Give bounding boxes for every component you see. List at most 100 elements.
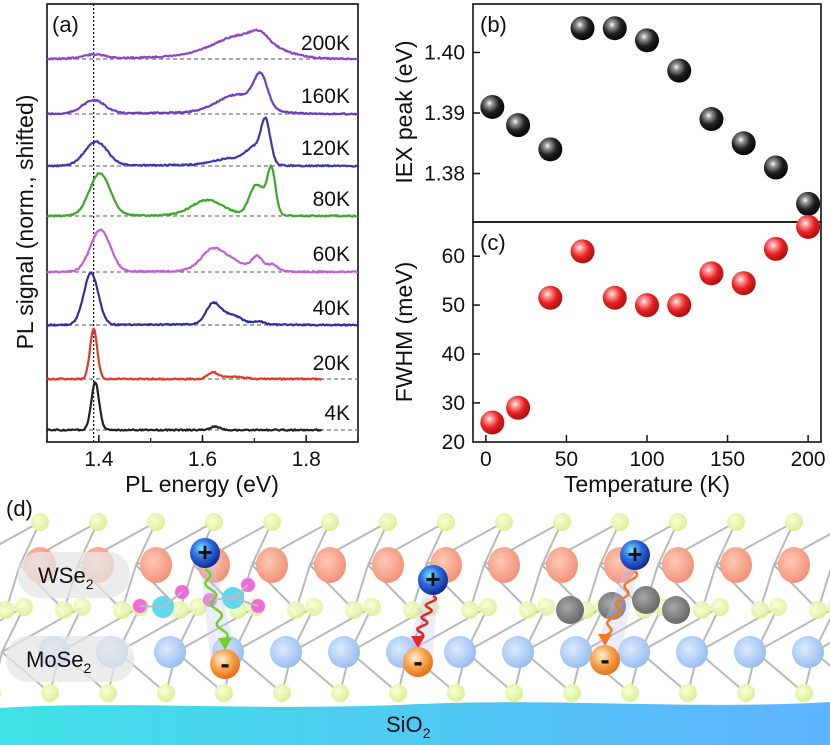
label-20K: 20K	[313, 352, 350, 375]
se-atom	[147, 513, 165, 531]
panel-a-x-ticks: 1.4 1.6 1.8	[46, 435, 359, 471]
c-point-4K	[480, 410, 505, 435]
mo-atom	[154, 636, 186, 668]
hole-1	[418, 565, 448, 595]
substrate	[0, 702, 830, 745]
c-y-tick-label-50: 50	[442, 294, 465, 317]
label-120K: 120K	[301, 137, 350, 160]
spectrum-4K	[46, 381, 323, 432]
mo-atom	[444, 636, 476, 668]
b-point-140K	[699, 107, 724, 132]
arrow-head-2	[598, 634, 612, 646]
layer-label-wse2-text: WSe2	[38, 563, 94, 592]
defect-molecules	[133, 578, 690, 624]
b-point-200K	[796, 191, 821, 216]
layer-label-mose2-text: MoSe2	[26, 647, 91, 676]
panel-b-label: (b)	[480, 12, 507, 37]
w-atom	[720, 547, 752, 583]
se-atom	[205, 513, 223, 531]
se-atom	[55, 601, 73, 619]
label-200K: 200K	[301, 32, 350, 55]
substrate-label: SiO2	[386, 712, 431, 741]
bond-top	[0, 521, 41, 546]
layer-label-wse2-box	[18, 552, 130, 598]
b-point-80K	[602, 16, 627, 41]
c-y-tick-label-40: 40	[442, 343, 465, 366]
c-point-160K	[731, 271, 756, 296]
se-atom	[189, 598, 207, 616]
b-point-120K	[667, 58, 692, 83]
mo-atom	[792, 636, 824, 668]
b-y-tick-label-1.38: 1.38	[424, 163, 465, 186]
se-atom	[495, 513, 513, 531]
se-atom	[437, 513, 455, 531]
se-atom	[0, 688, 1, 698]
se-atom	[331, 684, 349, 702]
spectrum-20K	[46, 327, 323, 381]
se-atom	[785, 513, 803, 531]
panel-c-label: (c)	[480, 230, 506, 255]
c-y-tick-label-30: 30	[442, 392, 465, 415]
defect-bond	[232, 597, 259, 607]
defect-bond	[232, 584, 249, 599]
exciton-cone-1	[404, 580, 439, 662]
se-atom	[89, 513, 107, 531]
b-point-180K	[763, 155, 788, 180]
se-atom	[305, 598, 323, 616]
c-point-40K	[538, 285, 563, 310]
mo-atom	[618, 636, 650, 668]
hole-2	[620, 540, 650, 570]
se-atom	[553, 513, 571, 531]
c-y-tick-label-20: 20	[442, 431, 465, 454]
se-atom	[389, 684, 407, 702]
se-atom	[113, 601, 131, 619]
electron-1	[403, 647, 433, 677]
se-atom	[505, 684, 523, 702]
x-tick-label-1.8: 1.8	[292, 448, 321, 471]
spectrum-40K	[46, 271, 359, 327]
mo-atom	[270, 636, 302, 668]
exciton-cone-0	[199, 553, 239, 664]
mo-atom	[676, 636, 708, 668]
panel-d-label: (d)	[6, 496, 33, 521]
panel-c-points	[480, 214, 821, 435]
x-tick-label-1.4: 1.4	[84, 448, 114, 471]
hole-symbol-2: +	[627, 539, 642, 569]
w-atom	[256, 547, 288, 583]
se-atom	[379, 513, 397, 531]
c-point-180K	[763, 236, 788, 261]
label-80K: 80K	[313, 188, 350, 211]
electron-symbol-2: -	[600, 644, 609, 675]
arrow-head-1	[411, 636, 425, 648]
se-atom	[403, 601, 421, 619]
se-atom	[73, 598, 91, 616]
mo-atom	[734, 636, 766, 668]
c-point-20K	[506, 395, 531, 420]
bond-bottom	[0, 651, 3, 665]
panel-b-ylabel: IEX peak (eV)	[391, 40, 417, 183]
se-atom	[669, 513, 687, 531]
panel-a-xlabel: PL energy (eV)	[125, 471, 279, 497]
se-atom	[563, 684, 581, 702]
interlayer-excitons: + - + - + -	[190, 537, 650, 679]
lattice-atoms	[0, 513, 830, 702]
se-atom	[769, 598, 787, 616]
c-x-tick-label-200: 200	[791, 448, 826, 471]
c-x-tick-label-100: 100	[629, 448, 664, 471]
se-atom	[727, 513, 745, 531]
panel-d-heterostructure-diagram: (d) WSe2 MoSe2 + - + - + - SiO2	[0, 496, 830, 745]
c-point-100K	[635, 293, 659, 318]
se-atom	[273, 684, 291, 702]
mo-atom	[502, 636, 534, 668]
se-atom	[611, 513, 629, 531]
se-atom	[809, 601, 827, 619]
emission-arrow-2	[604, 570, 639, 638]
hole-symbol-1: +	[425, 564, 440, 594]
w-atom	[372, 547, 404, 583]
se-atom	[215, 684, 233, 702]
c-point-120K	[667, 293, 692, 318]
b-point-20K	[506, 113, 531, 138]
se-atom	[519, 601, 537, 619]
